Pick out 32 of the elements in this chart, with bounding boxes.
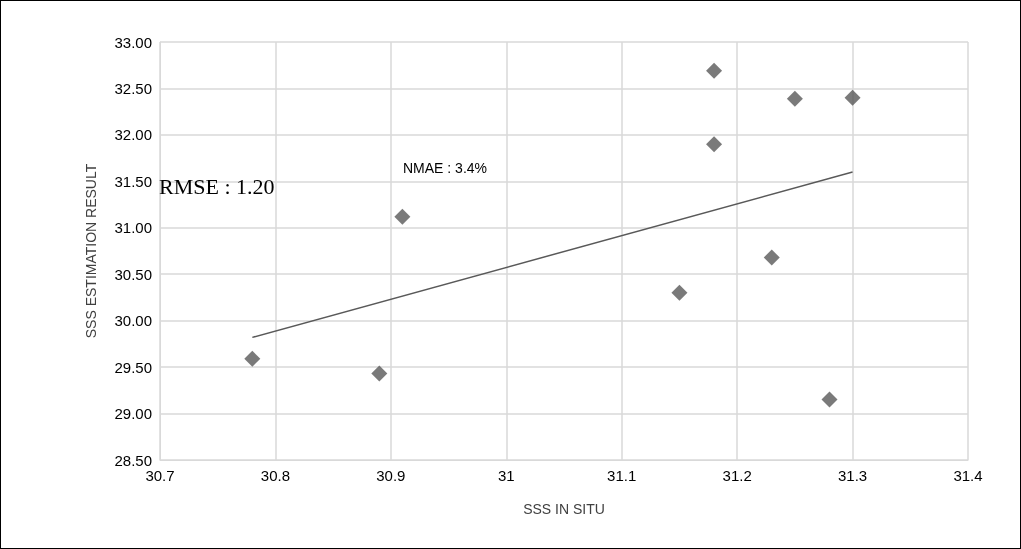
- point: [244, 350, 261, 367]
- x-tick-label: 31.3: [837, 467, 868, 484]
- y-tick-label: 29.50: [114, 358, 152, 376]
- x-tick-label: 31: [497, 467, 515, 484]
- point: [706, 136, 723, 153]
- y-tick-label: 32.00: [114, 126, 152, 144]
- point: [671, 284, 688, 301]
- point: [706, 62, 723, 79]
- y-tick-label: 32.50: [114, 79, 152, 97]
- point: [763, 249, 780, 266]
- x-tick-label: 30.7: [145, 467, 175, 484]
- x-tick-label: 30.8: [260, 467, 291, 484]
- x-tick-label: 31.1: [607, 467, 637, 484]
- point: [786, 90, 803, 107]
- point: [821, 391, 838, 408]
- y-tick-label: 31.50: [114, 172, 152, 190]
- y-tick-label: 31.00: [114, 219, 152, 237]
- y-axis-title: SSS ESTIMATION RESULT: [83, 163, 99, 339]
- y-tick-label: 30.50: [114, 265, 152, 283]
- y-tick-label: 30.00: [114, 312, 152, 330]
- annotation: NMAE : 3.4%: [403, 160, 488, 176]
- annotation: RMSE : 1.20: [159, 173, 275, 199]
- x-tick-label: 31.2: [722, 467, 752, 484]
- x-tick-label: 30.9: [376, 467, 406, 484]
- x-tick-label: 31.4: [953, 467, 983, 484]
- y-tick-label: 29.00: [114, 405, 152, 423]
- point: [394, 208, 411, 225]
- y-tick-label: 28.50: [114, 451, 152, 469]
- point: [844, 89, 861, 106]
- y-tick-label: 33.00: [114, 33, 152, 51]
- point: [371, 365, 388, 382]
- x-axis-title: SSS IN SITU: [523, 501, 605, 517]
